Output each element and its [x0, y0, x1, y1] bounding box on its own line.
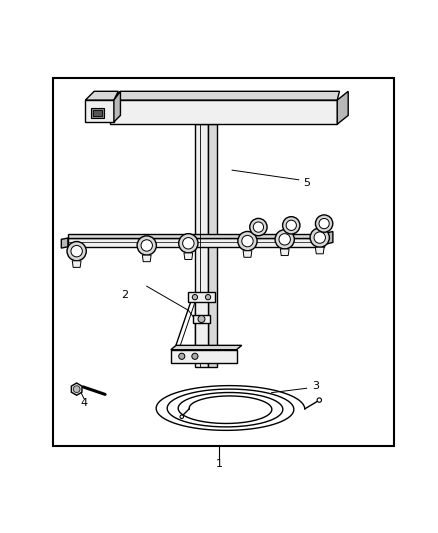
Circle shape	[137, 236, 156, 255]
Polygon shape	[171, 345, 242, 350]
Bar	[171, 350, 237, 363]
Circle shape	[319, 219, 329, 229]
Circle shape	[67, 241, 86, 261]
Polygon shape	[72, 261, 81, 268]
Circle shape	[238, 231, 257, 251]
Circle shape	[141, 240, 152, 251]
Circle shape	[179, 353, 185, 359]
Polygon shape	[68, 238, 324, 247]
Polygon shape	[71, 383, 82, 395]
Polygon shape	[61, 238, 68, 248]
Circle shape	[192, 353, 198, 359]
Polygon shape	[337, 91, 348, 124]
Circle shape	[283, 216, 300, 234]
Circle shape	[73, 386, 80, 392]
Bar	[93, 110, 102, 116]
Text: 3: 3	[312, 381, 319, 391]
Bar	[195, 297, 208, 356]
Circle shape	[180, 415, 184, 418]
Text: 1: 1	[215, 459, 223, 470]
Circle shape	[275, 230, 294, 249]
Circle shape	[71, 246, 82, 257]
Bar	[85, 100, 114, 122]
Bar	[91, 108, 104, 118]
Polygon shape	[85, 91, 118, 100]
Circle shape	[250, 219, 267, 236]
Circle shape	[183, 238, 194, 249]
Circle shape	[310, 228, 329, 247]
Polygon shape	[110, 91, 339, 100]
Polygon shape	[114, 91, 120, 122]
Circle shape	[286, 220, 297, 230]
Circle shape	[205, 295, 211, 300]
Circle shape	[317, 398, 321, 402]
Circle shape	[314, 232, 325, 243]
Circle shape	[192, 295, 198, 300]
Polygon shape	[280, 249, 289, 255]
Circle shape	[279, 233, 290, 245]
Polygon shape	[142, 255, 151, 262]
Circle shape	[242, 236, 253, 247]
Polygon shape	[243, 251, 252, 257]
Text: 5: 5	[303, 178, 310, 188]
Circle shape	[179, 233, 198, 253]
Circle shape	[315, 215, 333, 232]
Bar	[110, 100, 337, 124]
Text: 2: 2	[121, 290, 128, 300]
Circle shape	[253, 222, 264, 232]
Bar	[188, 292, 215, 302]
Bar	[195, 124, 208, 367]
Circle shape	[198, 316, 205, 322]
Polygon shape	[324, 231, 333, 245]
Polygon shape	[68, 233, 324, 238]
Text: 4: 4	[81, 398, 88, 408]
Bar	[208, 124, 217, 367]
Bar	[193, 314, 210, 324]
Polygon shape	[315, 247, 324, 254]
Polygon shape	[184, 253, 193, 260]
